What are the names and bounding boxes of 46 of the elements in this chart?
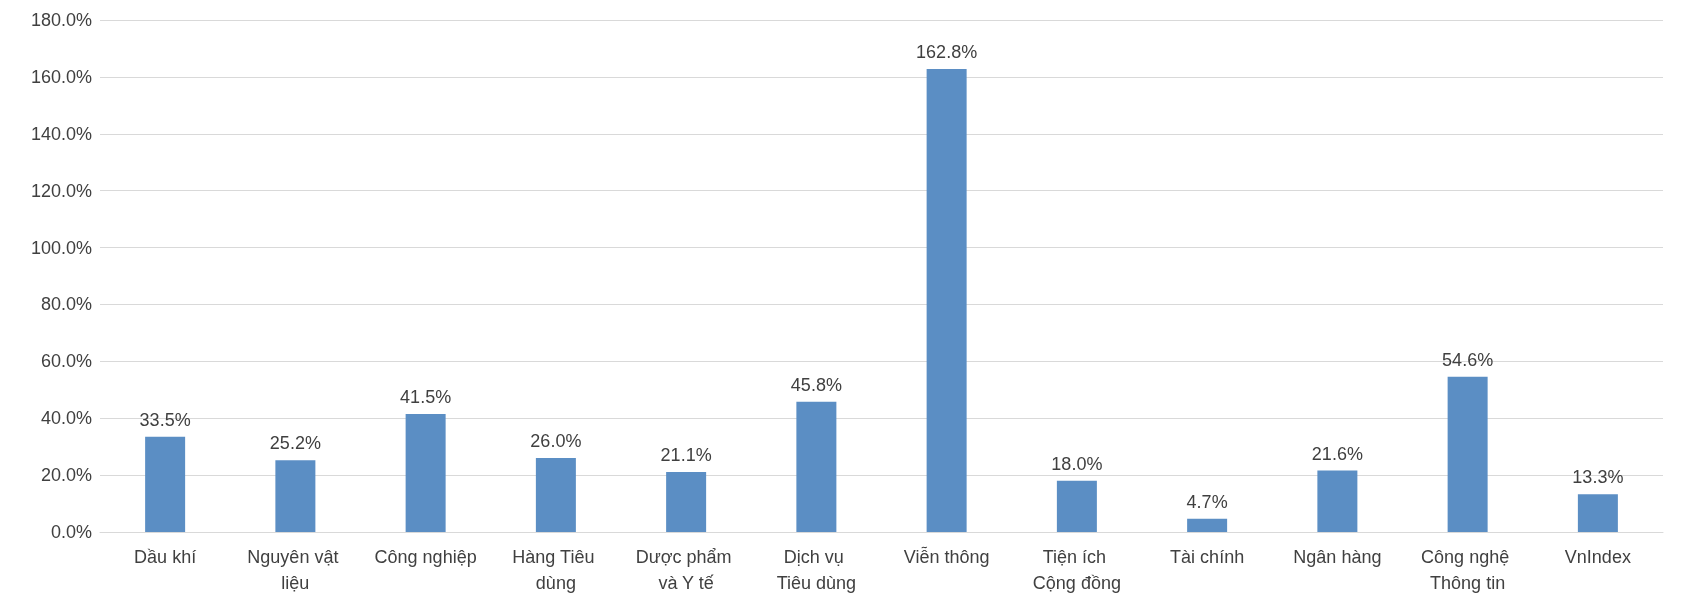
data-label: 54.6% <box>1442 349 1494 370</box>
bar <box>1056 480 1097 532</box>
bar <box>1187 518 1228 532</box>
x-tick-label: Ngân hàng <box>1293 547 1382 567</box>
bar <box>275 460 316 532</box>
y-tick-label: 160.0% <box>30 66 92 87</box>
y-tick-label: 80.0% <box>40 294 92 315</box>
y-tick-label: 180.0% <box>30 10 92 30</box>
data-label: 21.6% <box>1311 443 1363 464</box>
bar <box>1577 494 1618 532</box>
y-tick-label: 120.0% <box>30 180 92 201</box>
data-label: 26.0% <box>530 431 582 452</box>
data-label: 41.5% <box>400 386 452 407</box>
data-label: 33.5% <box>139 409 191 430</box>
x-tick-label: Dược phẩm và Y tế <box>635 547 737 593</box>
data-label: 4.7% <box>1186 491 1228 512</box>
x-tick-label: Công nghệ Thông tin <box>1421 547 1515 593</box>
bar <box>405 413 446 532</box>
y-tick-label: 0.0% <box>50 522 92 542</box>
data-label: 45.8% <box>790 374 842 395</box>
x-tick-label: VnIndex <box>1564 547 1631 567</box>
x-tick-label: Tài chính <box>1170 547 1245 567</box>
bar <box>535 458 576 532</box>
x-tick-label: Công nghiệp <box>374 547 477 567</box>
x-tick-label: Dầu khí <box>134 547 197 567</box>
data-label: 13.3% <box>1572 467 1624 488</box>
y-tick-label: 20.0% <box>40 465 92 486</box>
bar <box>796 401 837 532</box>
y-tick-label: 140.0% <box>30 123 92 144</box>
x-tick-label: Nguyên vật liệu <box>247 547 344 593</box>
x-tick-label: Hàng Tiêu dùng <box>512 547 600 593</box>
data-label: 162.8% <box>916 41 978 62</box>
x-tick-label: Viễn thông <box>903 546 990 567</box>
y-tick-label: 60.0% <box>40 351 92 372</box>
data-label: 25.2% <box>269 433 321 454</box>
bar <box>926 68 967 532</box>
bar <box>1317 470 1358 532</box>
x-tick-label: Dịch vụ Tiêu dùng <box>776 547 857 593</box>
bar <box>145 436 186 532</box>
y-tick-label: 100.0% <box>30 237 92 258</box>
x-tick-label: Tiện ích Cộng đồng <box>1032 547 1121 593</box>
data-label: 21.1% <box>660 444 712 465</box>
y-tick-label: 40.0% <box>40 408 92 429</box>
data-label: 18.0% <box>1051 453 1103 474</box>
bar <box>1447 376 1488 532</box>
bar <box>666 471 707 532</box>
